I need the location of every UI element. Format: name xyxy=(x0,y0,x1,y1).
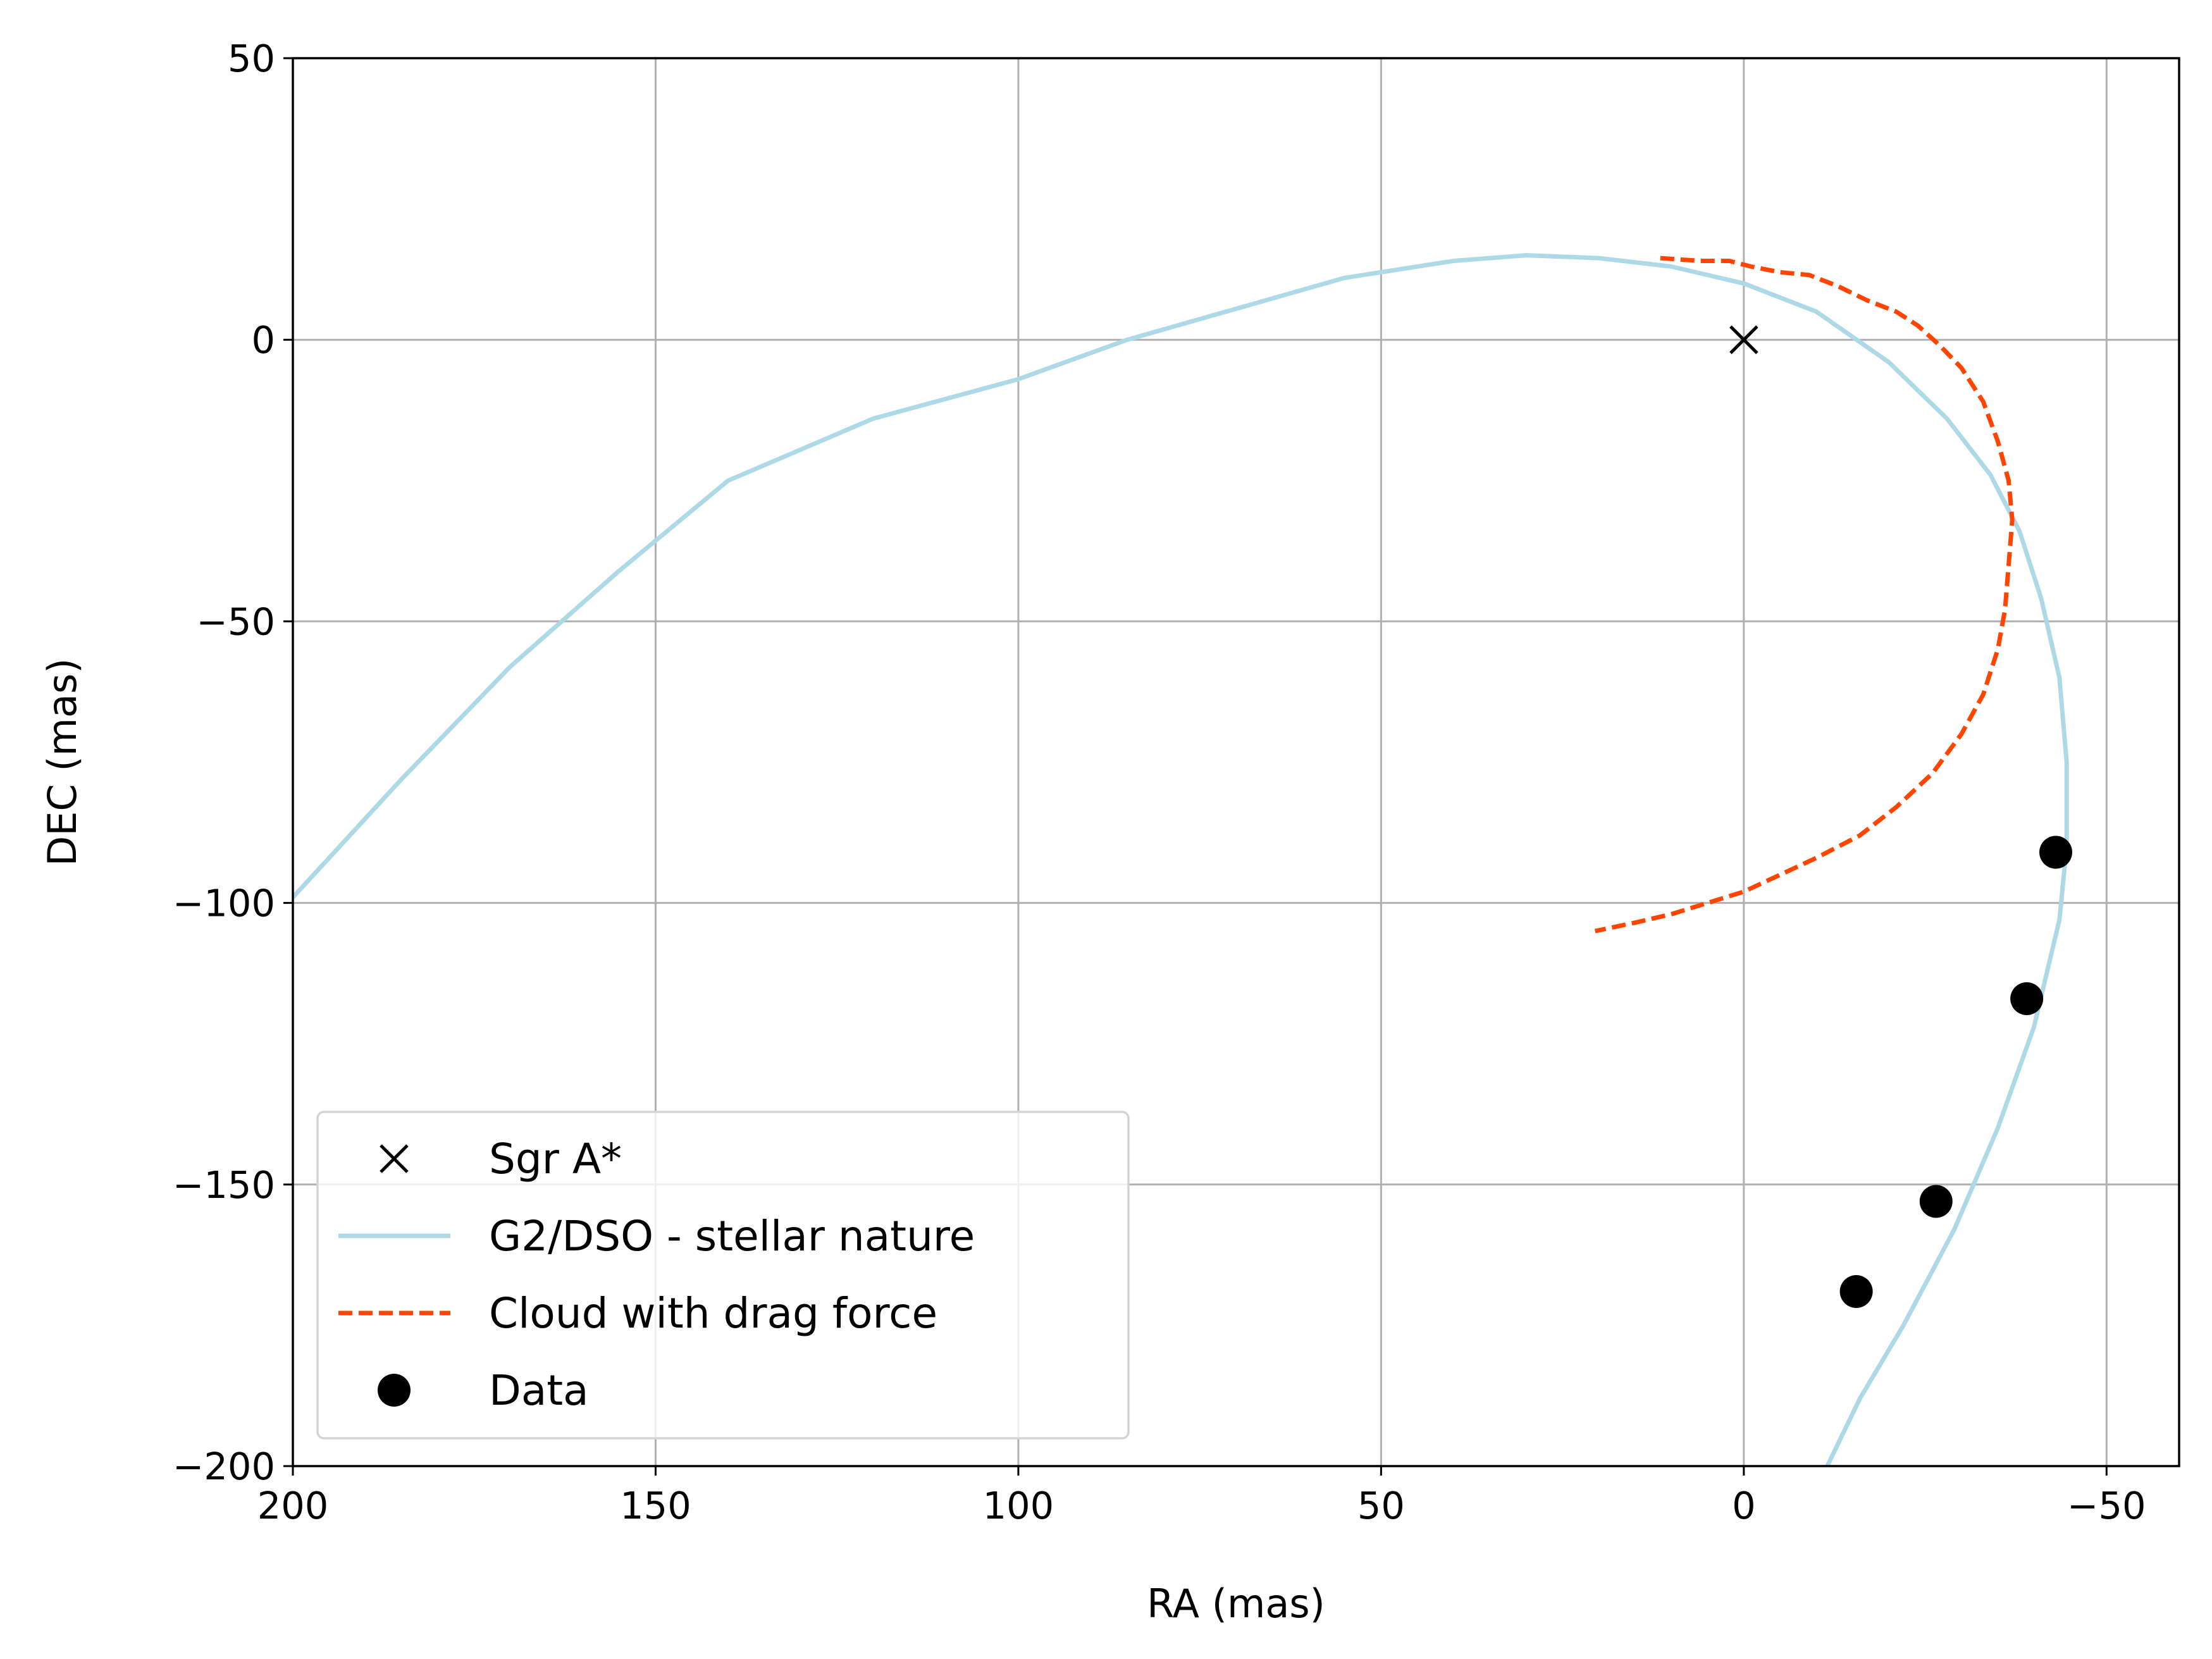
y-axis-label: DEC (mas) xyxy=(39,658,85,867)
x-tick-label: 0 xyxy=(1732,1484,1756,1527)
legend-dot-marker xyxy=(378,1374,411,1407)
legend-cross-marker xyxy=(380,1144,409,1173)
data-point xyxy=(2039,836,2073,869)
x-tick-label: 100 xyxy=(983,1484,1054,1527)
x-tick-label: 150 xyxy=(620,1484,691,1527)
y-tick-label: 50 xyxy=(228,37,275,80)
x-tick-label: −50 xyxy=(2067,1484,2146,1527)
data-point xyxy=(2010,982,2044,1015)
y-tick-label: −50 xyxy=(196,600,275,643)
series-line-cloud-drag xyxy=(1594,256,2015,934)
legend-label-sgr-a: Sgr A* xyxy=(489,1135,622,1183)
axis-ticks: 200 150 100 50 0 −50 50 0 −50 −100 −150 −200 xyxy=(173,37,2146,1527)
legend-label-cloud: Cloud with drag force xyxy=(489,1289,937,1338)
x-tick-label: 200 xyxy=(257,1484,329,1527)
legend-label-data: Data xyxy=(489,1366,589,1415)
grid-lines xyxy=(292,57,2179,1467)
y-tick-label: 0 xyxy=(251,318,275,362)
x-tick-label: 50 xyxy=(1357,1484,1405,1527)
legend-entry-data: Data xyxy=(378,1366,589,1415)
legend-entry-cloud: Cloud with drag force xyxy=(338,1289,937,1338)
plot-frame xyxy=(292,57,2180,1467)
data-point xyxy=(1919,1185,1953,1218)
series-line-g2-dso xyxy=(293,253,2069,1466)
legend-label-g2-dso: G2/DSO - stellar nature xyxy=(489,1212,975,1261)
y-tick-label: −100 xyxy=(173,882,275,925)
y-tick-label: −150 xyxy=(173,1163,275,1207)
y-tick-label: −200 xyxy=(173,1445,275,1488)
sgr-a-marker xyxy=(1729,325,1758,354)
legend: Sgr A* G2/DSO - stellar nature Cloud wit… xyxy=(316,1111,1130,1440)
legend-entry-sgr-a: Sgr A* xyxy=(380,1135,622,1183)
x-axis-label: RA (mas) xyxy=(1147,1581,1325,1627)
legend-entry-g2-dso: G2/DSO - stellar nature xyxy=(338,1212,975,1261)
data-point xyxy=(1839,1274,1873,1308)
